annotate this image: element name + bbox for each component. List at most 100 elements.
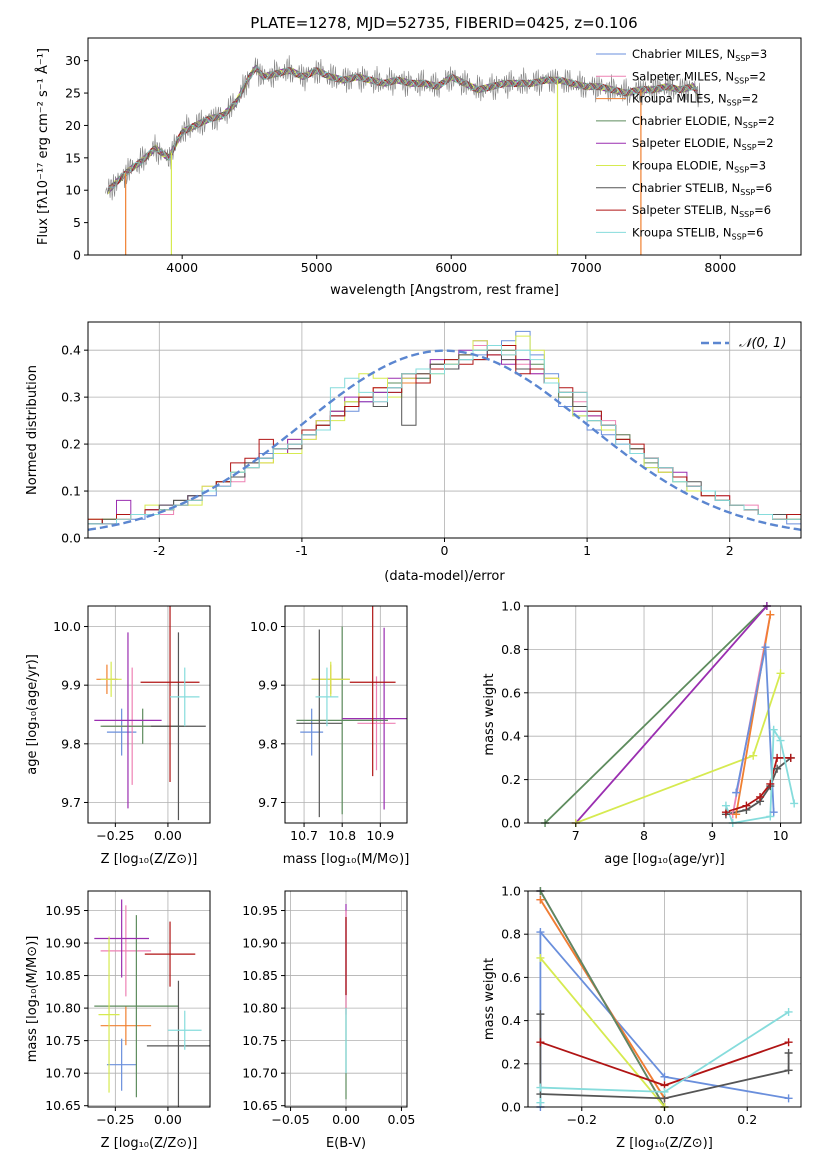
- plot-area: [94, 606, 206, 821]
- y-tick-label: 10.75: [242, 1033, 278, 1048]
- x-tick-label: 0.00: [154, 1112, 182, 1127]
- y-tick-label: 10.0: [250, 619, 278, 634]
- y-tick-label: 10.95: [45, 903, 81, 918]
- mass-weight-marker: [536, 1010, 545, 1019]
- y-tick-label: 0.1: [61, 484, 81, 499]
- mass-weight-marker: [536, 1083, 545, 1092]
- x-tick-label: 8000: [704, 260, 736, 275]
- y-tick-label: 0.0: [61, 531, 81, 546]
- x-tick-label: 1: [583, 543, 591, 558]
- y-tick-label: 9.9: [258, 678, 278, 693]
- y-tick-label: 0: [73, 248, 81, 263]
- mass-weight-marker: [660, 1072, 669, 1081]
- y-tick-label: 30: [65, 53, 81, 68]
- x-tick-label: −0.25: [96, 828, 134, 843]
- mass-weight-marker: [756, 792, 765, 801]
- mass-weight-marker: [536, 1098, 545, 1107]
- mass-weight-marker: [769, 725, 778, 734]
- y-tick-label: 0.8: [501, 927, 521, 942]
- legend-label-sub: SSP: [732, 232, 747, 241]
- y-tick-label: 10: [65, 183, 81, 198]
- y-tick-label: 9.7: [61, 795, 81, 810]
- y-tick-label: 9.7: [258, 795, 278, 810]
- mass-weight-marker: [749, 751, 758, 760]
- y-tick-label: 0.2: [501, 1056, 521, 1071]
- legend-label: 𝒩(0, 1): [739, 336, 786, 351]
- legend-label-sub: SSP: [740, 188, 755, 197]
- mass-weight-marker: [536, 895, 545, 904]
- x-axis-label: wavelength [Angstrom, rest frame]: [330, 283, 559, 298]
- mass-weight-marker: [773, 753, 782, 762]
- x-tick-label: −0.2: [567, 1112, 597, 1127]
- y-tick-label: 0.3: [61, 390, 81, 405]
- y-tick-label: 0.0: [501, 1100, 521, 1115]
- y-axis-label: Normed distribution: [25, 365, 40, 495]
- mass-weight-marker: [784, 1007, 793, 1016]
- y-tick-label: 0.2: [61, 437, 81, 452]
- axes-frame: [284, 605, 408, 824]
- legend-label: Salpeter ELODIE, NSSP=2: [632, 136, 774, 152]
- x-tick-label: 0.2: [737, 1112, 757, 1127]
- x-tick-label: 8: [640, 828, 648, 843]
- mass-weight-marker: [769, 808, 778, 817]
- y-tick-label: 1.0: [501, 599, 521, 614]
- legend-label-sub: SSP: [742, 143, 757, 152]
- x-axis-label: (data-model)/error: [384, 569, 505, 584]
- plot-area: [88, 330, 801, 538]
- legend-label-tail: =2: [758, 114, 775, 128]
- legend-label-sub: SSP: [743, 121, 758, 130]
- legend-label: Kroupa STELIB, NSSP=6: [632, 225, 763, 241]
- y-tick-label: 10.80: [242, 1001, 278, 1016]
- y-axis-label: mass weight: [482, 958, 497, 1040]
- legend-label-main: Chabrier ELODIE, N: [632, 114, 743, 128]
- panel-age_vs_mass: 10.7 10.8 10.9 9.7 9.8 9.9 10.0 mass [log₁₀(M/M…: [250, 605, 409, 867]
- y-tick-label: 0.0: [501, 816, 521, 831]
- mass-weight-line: [575, 673, 782, 823]
- normal-distribution-curve: [88, 349, 801, 531]
- y-tick-label: 9.9: [61, 678, 81, 693]
- y-tick-label: 10.80: [45, 1001, 81, 1016]
- legend-label: Salpeter MILES, NSSP=2: [632, 69, 766, 85]
- legend-label-tail: =3: [749, 159, 766, 173]
- axes-frame: [87, 605, 211, 824]
- legend-label-tail: =2: [742, 92, 759, 106]
- x-tick-label: -1: [296, 543, 308, 558]
- mass-weight-marker: [776, 736, 785, 745]
- axes-frame: [87, 37, 802, 256]
- legend-label-main: Kroupa ELODIE, N: [632, 159, 734, 173]
- legend-label-main: Chabrier STELIB, N: [632, 181, 740, 195]
- legend-label-sub: SSP: [739, 210, 754, 219]
- x-axis-label: Z [log₁₀(Z/Z⊙)]: [101, 1136, 198, 1151]
- legend-label-main: Salpeter ELODIE, N: [632, 136, 742, 150]
- y-tick-label: 0.4: [501, 1013, 521, 1028]
- panel-residuals: 𝒩(0, 1) -2 -1 0 1 2 0.0 0.1 0.2 0.3 0.4 (data-model…: [25, 321, 802, 584]
- mass-weight-marker: [536, 1038, 545, 1047]
- y-tick-label: 0.8: [501, 642, 521, 657]
- legend-label-tail: =6: [754, 203, 771, 217]
- y-tick-label: 9.8: [61, 736, 81, 751]
- legend-label-sub: SSP: [734, 166, 749, 175]
- x-tick-label: 10: [773, 828, 789, 843]
- y-axis-label: age [log₁₀(age/yr)]: [25, 654, 40, 775]
- figure-title: PLATE=1278, MJD=52735, FIBERID=0425, z=0…: [250, 14, 637, 32]
- mass-weight-line: [725, 757, 792, 816]
- y-tick-label: 10.65: [242, 1098, 278, 1113]
- axes-frame: [527, 605, 802, 824]
- x-tick-label: 10.8: [328, 828, 356, 843]
- legend-label-tail: =2: [749, 69, 766, 83]
- mass-weight-marker: [784, 1066, 793, 1075]
- histogram-step-line: [88, 345, 801, 538]
- legend-label-tail: =6: [755, 181, 772, 195]
- plot-area: [105, 55, 701, 255]
- y-tick-label: 10.0: [53, 619, 81, 634]
- legend-label-main: Salpeter MILES, N: [632, 69, 734, 83]
- mass-weight-marker: [790, 799, 799, 808]
- plot-area: [296, 606, 407, 818]
- x-tick-label: 0.05: [388, 1112, 416, 1127]
- mass-weight-marker: [786, 753, 795, 762]
- x-axis-label: age [log₁₀(age/yr)]: [604, 852, 725, 867]
- legend-label-tail: =6: [747, 225, 764, 239]
- mass-weight-marker: [784, 1038, 793, 1047]
